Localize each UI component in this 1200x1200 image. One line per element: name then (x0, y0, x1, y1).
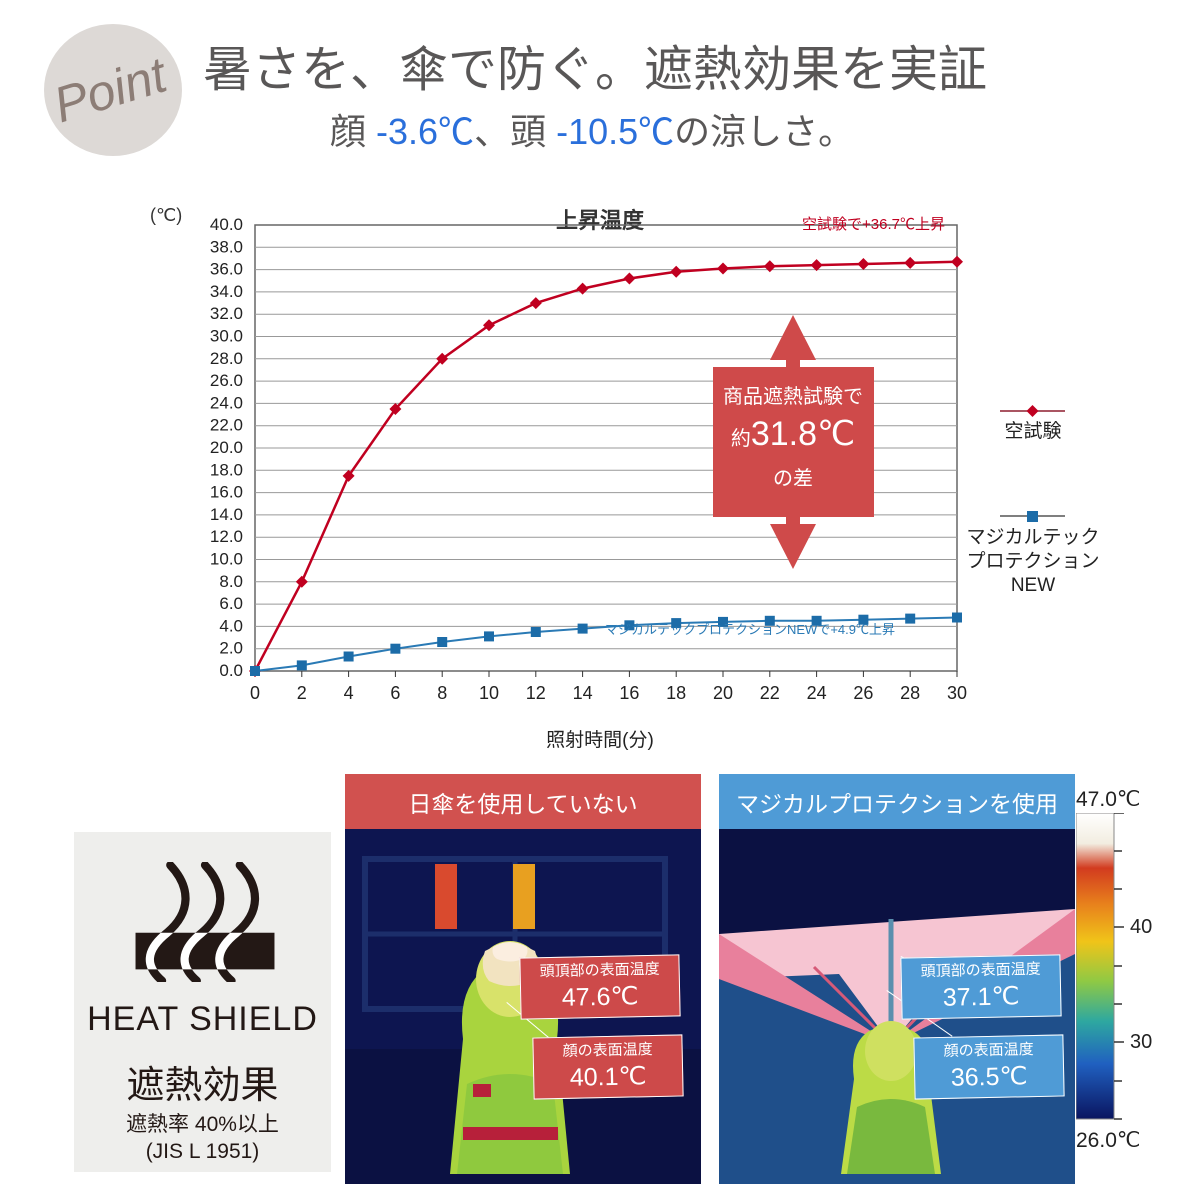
svg-text:商品遮熱試験で: 商品遮熱試験で (723, 385, 863, 408)
svg-text:26.0: 26.0 (210, 371, 243, 390)
svg-text:40.0: 40.0 (210, 215, 243, 234)
svg-text:0: 0 (250, 683, 260, 703)
svg-text:10: 10 (479, 683, 499, 703)
svg-text:18.0: 18.0 (210, 460, 243, 479)
svg-text:34.0: 34.0 (210, 282, 243, 301)
svg-text:30: 30 (1130, 1031, 1152, 1053)
svg-text:6: 6 (390, 683, 400, 703)
svg-text:の差: の差 (773, 467, 813, 490)
svg-text:40: 40 (1130, 916, 1152, 938)
svg-text:22: 22 (760, 683, 780, 703)
svg-text:4.0: 4.0 (219, 616, 243, 635)
svg-text:16.0: 16.0 (210, 483, 243, 502)
svg-text:22.0: 22.0 (210, 416, 243, 435)
svg-text:32.0: 32.0 (210, 304, 243, 323)
svg-text:28.0: 28.0 (210, 349, 243, 368)
svg-text:10.0: 10.0 (210, 550, 243, 569)
svg-text:マジカルテックプロテクションNEWで+4.9℃上昇: マジカルテックプロテクションNEWで+4.9℃上昇 (605, 622, 895, 637)
svg-text:マジカルテック: マジカルテック (966, 526, 1099, 548)
svg-text:12: 12 (526, 683, 546, 703)
svg-text:24.0: 24.0 (210, 393, 243, 412)
svg-text:28: 28 (900, 683, 920, 703)
svg-text:36.0: 36.0 (210, 260, 243, 279)
svg-text:2.0: 2.0 (219, 639, 243, 658)
svg-text:26: 26 (853, 683, 873, 703)
svg-text:18: 18 (666, 683, 686, 703)
svg-text:プロテクション: プロテクション (966, 550, 1099, 572)
svg-text:空試験: 空試験 (1004, 420, 1061, 442)
svg-text:14.0: 14.0 (210, 505, 243, 524)
svg-text:30.0: 30.0 (210, 327, 243, 346)
svg-text:38.0: 38.0 (210, 237, 243, 256)
svg-text:NEW: NEW (1011, 575, 1055, 596)
svg-text:16: 16 (619, 683, 639, 703)
svg-text:6.0: 6.0 (219, 594, 243, 613)
svg-text:2: 2 (297, 683, 307, 703)
svg-text:12.0: 12.0 (210, 527, 243, 546)
svg-text:14: 14 (573, 683, 593, 703)
svg-text:20.0: 20.0 (210, 438, 243, 457)
svg-text:0.0: 0.0 (219, 661, 243, 680)
svg-text:4: 4 (344, 683, 354, 703)
svg-text:8.0: 8.0 (219, 572, 243, 591)
svg-text:24: 24 (807, 683, 827, 703)
svg-text:8: 8 (437, 683, 447, 703)
svg-text:空試験で+36.7℃上昇: 空試験で+36.7℃上昇 (802, 216, 945, 233)
svg-text:20: 20 (713, 683, 733, 703)
svg-text:30: 30 (947, 683, 967, 703)
